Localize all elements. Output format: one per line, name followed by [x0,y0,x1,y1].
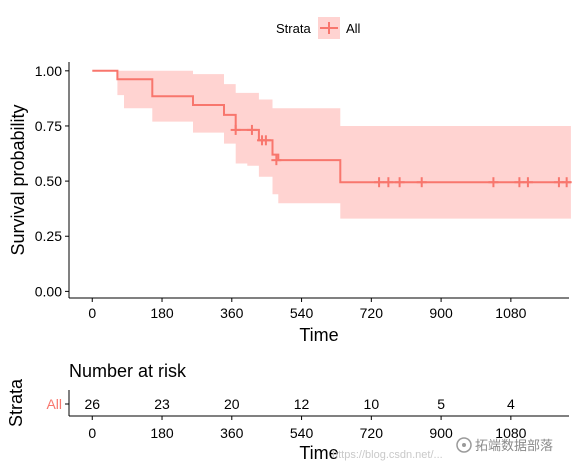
y-tick-label: 0.25 [35,228,62,244]
x-tick-label: 180 [150,305,174,321]
legend: Strata All [276,17,361,39]
y-tick-label: 0.50 [35,173,62,189]
risk-x-tick-label: 360 [220,425,244,441]
watermark-brand: 拓端数据部落 [475,438,553,453]
confidence-band [92,70,571,219]
risk-x-tick-label: 180 [150,425,174,441]
y-ticks: 0.00 0.25 0.50 0.75 1.00 [35,63,69,299]
y-tick-label: 1.00 [35,63,62,79]
risk-x-tick-label: 900 [429,425,453,441]
risk-value: 10 [364,396,380,412]
risk-value: 20 [224,396,240,412]
censor-mark [246,124,257,135]
risk-x-ticks: 0 180 360 540 720 900 1080 [88,416,527,441]
risk-value: 23 [154,396,170,412]
censor-mark [374,177,385,188]
censor-mark [394,177,405,188]
censor-mark [488,177,499,188]
risk-value: 4 [507,396,515,412]
censor-mark [416,177,427,188]
x-tick-label: 1080 [495,305,526,321]
risk-values: 26 23 20 12 10 5 4 [84,396,514,412]
risk-x-tick-label: 720 [360,425,384,441]
risk-row-label-all: All [46,396,62,412]
legend-title: Strata [276,21,311,36]
y-tick-label: 0.00 [35,283,62,299]
risk-x-tick-label: 540 [290,425,314,441]
risk-table-title: Number at risk [69,361,187,381]
risk-value: 12 [294,396,310,412]
censor-mark [383,177,394,188]
x-tick-label: 540 [290,305,314,321]
x-tick-label: 720 [360,305,384,321]
censor-mark [514,177,525,188]
censor-mark [271,155,282,166]
x-ticks: 0 180 360 540 720 900 1080 [88,298,527,321]
x-axis-title: Time [299,325,338,345]
survival-plot: 0.00 0.25 0.50 0.75 1.00 0 180 360 540 720 900 108… [8,62,572,345]
risk-value: 5 [437,396,445,412]
censor-mark [561,177,572,188]
x-tick-label: 900 [429,305,453,321]
y-axis-title: Survival probability [8,104,28,255]
legend-entry-all: All [346,21,361,36]
censor-marks [230,124,572,188]
watermark-logo-dot-icon [462,443,466,447]
censor-mark [260,135,271,146]
censor-mark [230,124,241,135]
watermark: https://blog.csdn.net/... 拓端数据部落 [332,437,553,461]
risk-table: Number at risk All 26 23 20 12 10 5 4 0 180 360 5… [6,361,569,463]
x-tick-label: 0 [88,305,96,321]
risk-y-axis-title: Strata [6,378,26,427]
y-tick-label: 0.75 [35,118,62,134]
x-tick-label: 360 [220,305,244,321]
risk-x-tick-label: 0 [88,425,96,441]
survival-curve [92,69,571,184]
risk-value: 26 [84,396,100,412]
watermark-url: https://blog.csdn.net/... [332,449,443,461]
watermark-logo-icon [456,437,472,453]
risk-x-axis-title: Time [299,443,338,463]
censor-mark [522,177,533,188]
risk-x-tick-label: 1080 [495,425,526,441]
